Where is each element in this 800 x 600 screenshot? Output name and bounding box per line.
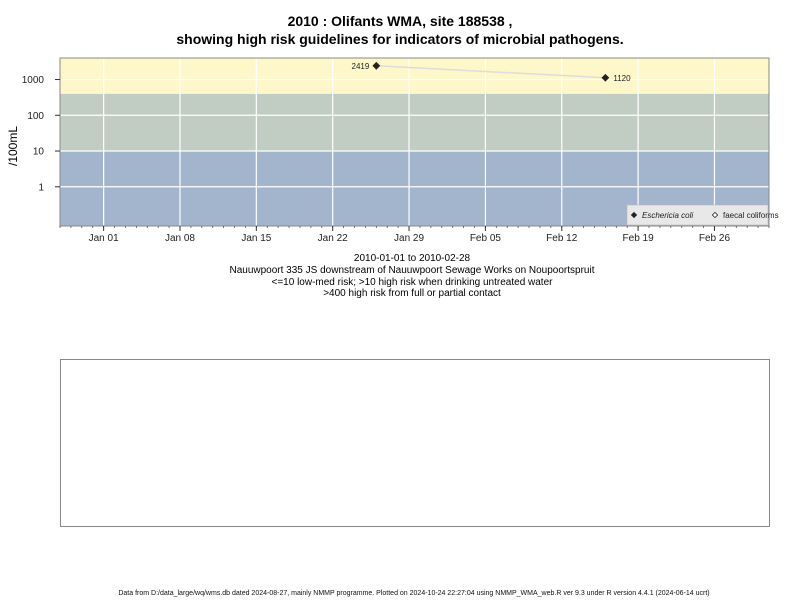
- y-tick-label: 1: [38, 182, 44, 193]
- series-line: [376, 65, 606, 79]
- legend-marker: [711, 211, 719, 219]
- x-tick-label: Jan 01: [89, 233, 119, 244]
- chart-plot: 2419 1120 Jan 01 Jan 08 Jan 15 Jan 22 Jan 29 F…: [22, 57, 779, 244]
- y-tick-label: 1000: [22, 75, 45, 86]
- footer-data-source: Data from D:/data_large/wq/wms.db dated …: [118, 590, 710, 597]
- legend-entry-label: Eschericia coli: [642, 211, 693, 220]
- data-point: [372, 61, 381, 70]
- legend-box: [626, 204, 769, 226]
- chart-title-line-1: 2010 : Olifants WMA, site 188538 ,: [287, 13, 513, 29]
- caption-site-description: Nauuwpoort 335 JS downstream of Nauuwpoo…: [229, 265, 595, 276]
- caption-date-range: 2010-01-01 to 2010-02-28: [353, 253, 471, 264]
- data-label: 2419: [352, 62, 370, 71]
- chart-title-line-2: showing high risk guidelines for indicat…: [176, 31, 624, 47]
- y-tick-label: 100: [27, 111, 44, 122]
- x-tick-label: Jan 29: [394, 233, 424, 244]
- data-point: [601, 73, 610, 82]
- risk-band-1: [60, 93, 769, 152]
- caption-risk-guideline-drinking: <=10 low-med risk; >10 high risk when dr…: [271, 277, 553, 288]
- x-tick-label: Feb 19: [623, 233, 655, 244]
- x-tick-label: Feb 05: [470, 233, 502, 244]
- y-tick-label: 10: [33, 147, 45, 158]
- caption-risk-guideline-contact: >400 high risk from full or partial cont…: [323, 288, 501, 299]
- x-tick-label: Feb 26: [699, 233, 731, 244]
- empty-secondary-plot-panel: [60, 359, 770, 527]
- legend-marker: [630, 211, 638, 219]
- data-label: 1120: [613, 74, 631, 83]
- legend-entry-label: faecal coliforms: [723, 211, 779, 220]
- plot-frame: [59, 57, 770, 227]
- x-tick-label: Jan 08: [165, 233, 195, 244]
- x-tick-label: Jan 22: [318, 233, 348, 244]
- x-tick-label: Jan 15: [241, 233, 271, 244]
- risk-band-2: [60, 58, 769, 94]
- x-tick-label: Feb 12: [546, 233, 578, 244]
